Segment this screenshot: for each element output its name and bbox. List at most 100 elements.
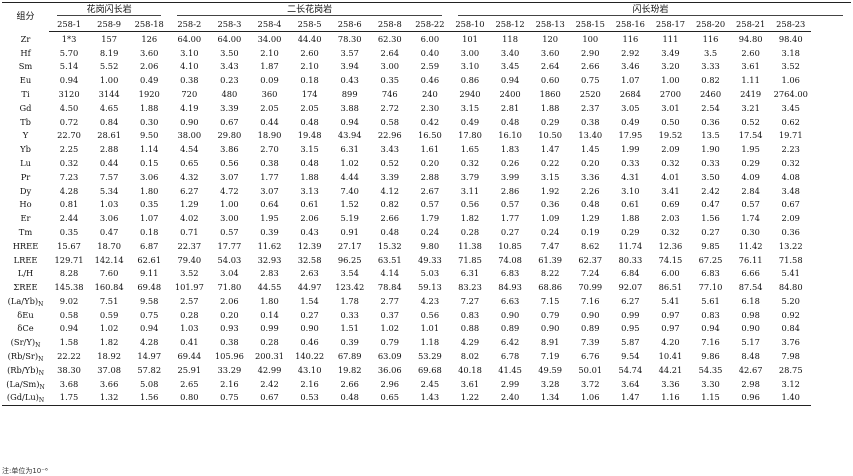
component-label: LREE [2, 253, 49, 267]
value-cell: 0.28 [180, 309, 199, 320]
value-cell: 3.52 [781, 61, 800, 72]
value-cell: 33.29 [217, 364, 242, 375]
component-name: Tb [20, 116, 31, 127]
value-cell: 3.79 [460, 171, 480, 182]
value-cell: 116 [622, 33, 639, 44]
table-row: (Gd/Lu)N 1.75 1.32 1.56 0.80 0.75 0.67 0.53 0.48… [2, 390, 851, 406]
value-cell: 145.38 [54, 282, 84, 293]
component-name: Zr [20, 33, 31, 44]
value-cell: 8.91 [540, 337, 560, 348]
value-cell: 0.48 [300, 157, 319, 168]
value-cell: 0.19 [581, 226, 600, 237]
value-cell: 3.06 [99, 213, 119, 224]
component-label: Zr [2, 32, 49, 46]
value-cell: 1.61 [420, 144, 440, 155]
table-row: Ti 3120 3144 1920 720 480 360 174 899 746 240 2940 2… [2, 87, 851, 101]
table-row: Er 2.44 3.06 1.07 4.02 3.00 1.95 2.06 5.19 2.66 1.… [2, 211, 851, 225]
value-cell: 0.89 [500, 323, 520, 334]
component-label: (Gd/Lu)N [2, 390, 49, 406]
value-cell: 3.94 [340, 61, 359, 72]
value-cell: 2.92 [621, 47, 640, 58]
value-cell: 4.28 [139, 337, 159, 348]
component-label: Pr [2, 170, 49, 184]
value-cell: 0.47 [99, 226, 119, 237]
value-cell: 0.75 [139, 309, 159, 320]
value-cell: 0.89 [581, 323, 600, 334]
value-cell: 94.80 [738, 33, 763, 44]
value-cell: 50.01 [578, 364, 603, 375]
value-cell: 3.00 [220, 213, 239, 224]
value-cell: 3.15 [460, 102, 480, 113]
value-cell: 0.57 [220, 226, 239, 237]
value-cell: 4.09 [741, 171, 760, 182]
value-cell: 0.43 [340, 75, 359, 86]
value-cell: 0.36 [540, 199, 560, 210]
value-cell: 3.28 [540, 378, 560, 389]
value-cell: 1.56 [701, 213, 720, 224]
value-cell: 1.75 [49, 390, 90, 406]
value-cell: 5.20 [781, 295, 800, 306]
value-cell: 101.97 [174, 282, 204, 293]
value-cell: 83.23 [458, 282, 482, 293]
value-cell: 17.54 [738, 130, 763, 141]
value-cell: 1.82 [460, 213, 480, 224]
component-name: HREE [12, 240, 39, 251]
table-row: (Sr/Y)N 1.58 1.82 4.28 0.41 0.38 0.28 0.46 0.39 0… [2, 336, 851, 350]
value-cell: 0.86 [460, 75, 480, 86]
value-cell: 57.82 [137, 364, 162, 375]
value-cell: 27.17 [337, 240, 362, 251]
value-cell: 41.45 [498, 364, 522, 375]
component-label: L/H [2, 267, 49, 281]
value-cell: 240 [421, 88, 438, 99]
value-cell: 3.11 [460, 185, 480, 196]
value-cell: 0.30 [741, 226, 760, 237]
value-cell: 0.94 [340, 116, 359, 127]
value-cell: 7.23 [59, 171, 79, 182]
value-cell: 3.07 [260, 185, 279, 196]
value-cell: 16.50 [418, 130, 442, 141]
value-cell: 3.18 [781, 47, 800, 58]
value-cell: 11.42 [738, 240, 763, 251]
table-row: Y 22.70 28.61 9.50 38.00 29.80 18.90 19.48 43.94… [2, 129, 851, 143]
value-cell: 0.84 [99, 116, 119, 127]
value-cell: 0.91 [340, 226, 359, 237]
component-label: Yb [2, 142, 49, 156]
component-name: Dy [19, 185, 32, 196]
value-cell: 14.97 [137, 351, 162, 362]
value-cell: 142.14 [94, 254, 124, 265]
value-cell: 3.07 [220, 171, 239, 182]
value-cell: 3.45 [781, 102, 800, 113]
value-cell: 1.18 [420, 337, 440, 348]
table-row: Gd 4.50 4.65 1.88 4.19 3.39 2.05 2.05 3.88 2.72 2.… [2, 101, 851, 115]
value-cell: 0.61 [300, 199, 319, 210]
value-cell: 0.47 [701, 199, 720, 210]
value-cell: 480 [221, 88, 238, 99]
value-cell: 79.40 [177, 254, 202, 265]
value-cell: 0.53 [289, 390, 330, 406]
value-cell: 0.90 [540, 323, 560, 334]
value-cell: 1.07 [621, 75, 640, 86]
value-cell: 34.00 [257, 33, 282, 44]
value-cell: 2.23 [781, 144, 800, 155]
value-cell: 118 [502, 33, 518, 44]
value-cell: 0.94 [59, 323, 79, 334]
value-cell: 1.78 [340, 295, 359, 306]
value-cell: 1.52 [340, 199, 359, 210]
value-cell: 0.18 [300, 75, 319, 86]
value-cell: 71.85 [458, 254, 482, 265]
value-cell: 0.80 [169, 390, 210, 406]
value-cell: 98.40 [778, 33, 803, 44]
table-body: Zr 1*3 157 126 64.00 64.00 34.00 44.40 78.30 62.3… [2, 32, 851, 406]
value-cell: 15.32 [377, 240, 402, 251]
value-cell: 7.57 [99, 171, 119, 182]
value-cell: 0.48 [329, 390, 370, 406]
value-cell: 1.58 [59, 337, 79, 348]
value-cell: 4.54 [180, 144, 199, 155]
value-cell: 0.22 [540, 157, 560, 168]
value-cell: 0.56 [420, 309, 440, 320]
value-cell: 0.75 [209, 390, 250, 406]
value-cell: 2.10 [300, 61, 319, 72]
value-cell: 5.34 [99, 185, 119, 196]
table-row: HREE 15.67 18.70 6.87 22.37 17.77 11.62 12.39 27… [2, 239, 851, 253]
value-cell: 0.56 [220, 157, 239, 168]
